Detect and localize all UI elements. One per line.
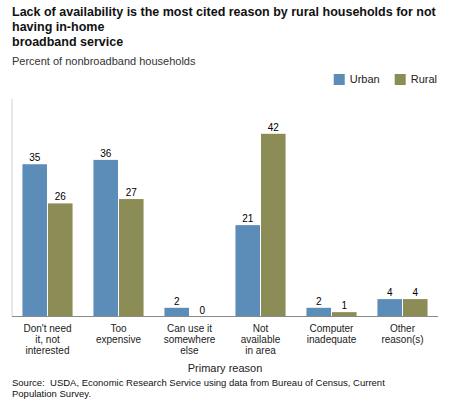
- x-tick-label: Don't needit, notinterested: [23, 323, 71, 356]
- text-line: having in-home: [12, 20, 104, 34]
- text-line: in area: [245, 345, 276, 356]
- legend-label: Urban: [350, 73, 380, 85]
- y-range-line: [12, 99, 13, 317]
- bar: [93, 160, 118, 317]
- bar: [377, 299, 402, 316]
- legend-swatch: [395, 74, 406, 85]
- text-line: it, not: [35, 334, 60, 345]
- bar: [119, 199, 144, 316]
- bar: [22, 164, 47, 316]
- text-line: else: [180, 345, 199, 356]
- text-line: broadband service: [12, 35, 123, 49]
- legend-swatch: [334, 74, 345, 85]
- bars: [22, 134, 427, 317]
- bar: [306, 308, 331, 317]
- data-label: 4: [387, 287, 393, 298]
- x-tick-label: Otherreason(s): [381, 323, 423, 345]
- text-line: Percent of nonbroadband households: [12, 55, 196, 67]
- text-line: Other: [390, 323, 416, 334]
- x-tick-label: Can use itsomewhereelse: [164, 323, 216, 356]
- data-label: 4: [412, 287, 418, 298]
- data-label: 26: [55, 191, 67, 202]
- bar: [164, 308, 189, 317]
- subtitle: Percent of nonbroadband households: [12, 55, 196, 67]
- data-label: 2: [316, 296, 322, 307]
- text-line: Computer: [310, 323, 355, 334]
- data-label: 1: [341, 300, 347, 311]
- text-line: inadequate: [307, 334, 357, 345]
- x-tick-label: Computerinadequate: [307, 323, 357, 345]
- text-line: expensive: [96, 334, 141, 345]
- text-line: Too: [110, 323, 127, 334]
- legend: Urban Rural: [334, 73, 437, 85]
- x-tick-label: Tooexpensive: [96, 323, 141, 345]
- legend-label: Rural: [411, 73, 437, 85]
- x-axis-line: [12, 316, 438, 317]
- title: Lack of availability is the most cited r…: [12, 5, 437, 49]
- data-label: 36: [100, 148, 112, 159]
- text-line: interested: [26, 345, 70, 356]
- x-tick-labels: Don't needit, notinterested Tooexpensive C…: [23, 323, 423, 356]
- bar: [403, 299, 428, 316]
- text-line: Population Survey.: [12, 388, 91, 399]
- text-line: Lack of availability is the most cited r…: [12, 5, 437, 19]
- text-line: reason(s): [381, 334, 423, 345]
- data-label: 0: [199, 305, 205, 316]
- text-line: somewhere: [164, 334, 216, 345]
- text-line: available: [241, 334, 281, 345]
- bar: [261, 134, 286, 317]
- data-label: 42: [268, 122, 280, 133]
- source-note: Source: USDA, Economic Research Service …: [12, 377, 385, 400]
- text-line: Source: USDA, Economic Research Service …: [12, 377, 385, 388]
- x-axis-label: Primary reason: [188, 362, 263, 374]
- bar: [332, 312, 357, 316]
- data-label: 27: [126, 187, 138, 198]
- text-line: Can use it: [167, 323, 212, 334]
- chart: Lack of availability is the most cited r…: [0, 0, 450, 403]
- data-label: 21: [242, 213, 254, 224]
- bar: [235, 225, 260, 316]
- text-line: Not: [253, 323, 269, 334]
- data-label: 35: [29, 152, 41, 163]
- data-label: 2: [174, 296, 180, 307]
- data-labels: 35 36 2 21 2 4 26 27 0 42 1 4: [29, 122, 418, 316]
- text-line: Don't need: [23, 323, 71, 334]
- x-tick-label: Notavailablein area: [241, 323, 281, 356]
- bar: [48, 203, 73, 316]
